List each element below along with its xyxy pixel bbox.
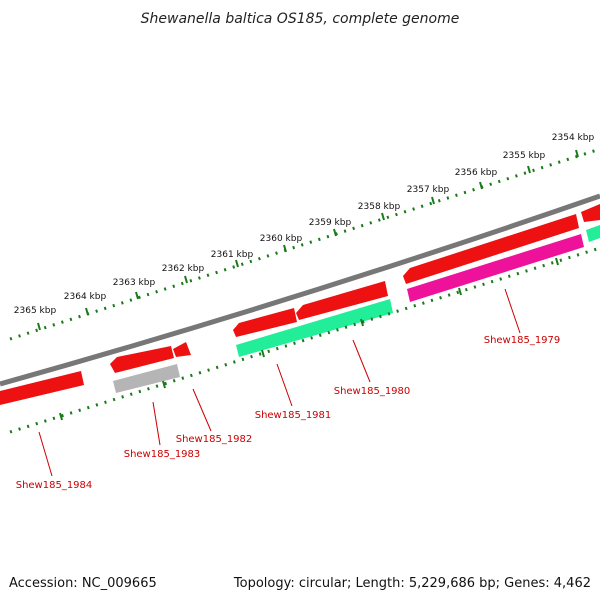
genome-backbone [0,193,600,387]
major-tick [85,307,89,316]
gene-arrow-shew185-1981-left [233,308,297,337]
map-title: Shewanella baltica OS185, complete genom… [141,11,460,27]
gene-label-leaders [38,288,521,477]
tick-label-2356: 2356 kbp [455,168,498,178]
gene-label-shew185-1983: Shew185_1983 [124,449,201,460]
genome-summary-text: Topology: circular; Length: 5,229,686 bp… [233,576,591,591]
gene-arrow-shew185-1984 [0,371,84,405]
gene-box-shew185-1979 [407,234,584,302]
inner-major-tick [458,287,462,296]
tick-label-2364: 2364 kbp [64,292,107,302]
leader-shew185-1980 [352,339,371,383]
gene-box-shew185-1983 [113,364,180,393]
tick-labels: 2354 kbp 2355 kbp 2356 kbp 2357 kbp 2358… [14,133,595,316]
major-tick [235,259,239,268]
leader-shew185-1981 [276,363,293,407]
major-tick [37,322,41,331]
leader-shew185-1982 [192,388,212,432]
outer-tick-ring [9,147,600,341]
major-tick [283,244,287,253]
major-tick [135,291,139,300]
gene-label-shew185-1980: Shew185_1980 [334,386,411,397]
inner-tick-ring [9,246,600,434]
tick-label-2363: 2363 kbp [113,278,156,288]
inner-major-tick [162,380,166,389]
tick-label-2359: 2359 kbp [309,218,352,228]
accession-text: Accession: NC_009665 [9,576,157,591]
inner-major-tick [59,412,63,421]
inner-major-tick [261,349,265,358]
inner-major-tick [555,257,559,266]
major-tick [479,181,483,190]
tick-label-2358: 2358 kbp [358,202,401,212]
forward-strand-genes [0,204,600,405]
leader-shew185-1979 [504,288,521,334]
gene-arrow-right-edge [581,204,600,222]
gene-labels: Shew185_1979 Shew185_1980 Shew185_1981 S… [16,335,561,491]
major-tick [333,228,337,237]
gene-label-shew185-1979: Shew185_1979 [484,335,561,346]
leader-shew185-1984 [38,431,53,477]
gene-arrow-shew185-1982 [110,346,174,373]
gene-box-shew185-1980 [236,299,393,357]
leader-shew185-1983 [152,401,161,446]
gene-arrow-shew185-1981-right [296,281,388,320]
major-tick [184,275,188,284]
gene-label-shew185-1982: Shew185_1982 [176,434,253,445]
gene-arrow-shew185-1980-forward [403,214,579,284]
major-tick [431,196,435,205]
major-tick [527,165,531,174]
tick-label-2362: 2362 kbp [162,264,205,274]
tick-label-2365: 2365 kbp [14,306,57,316]
tick-label-2360: 2360 kbp [260,234,303,244]
major-tick [381,212,385,221]
gene-label-shew185-1981: Shew185_1981 [255,410,332,421]
tick-label-2361: 2361 kbp [211,250,254,260]
major-tick [575,149,579,158]
tick-label-2354: 2354 kbp [552,133,595,143]
gene-arrow-fragment [173,342,191,357]
tick-label-2357: 2357 kbp [407,185,450,195]
inner-major-tick [360,318,364,327]
gene-box-right-edge [586,225,600,242]
tick-label-2355: 2355 kbp [503,151,546,161]
reverse-strand-genes [113,225,600,393]
gene-label-shew185-1984: Shew185_1984 [16,480,93,491]
